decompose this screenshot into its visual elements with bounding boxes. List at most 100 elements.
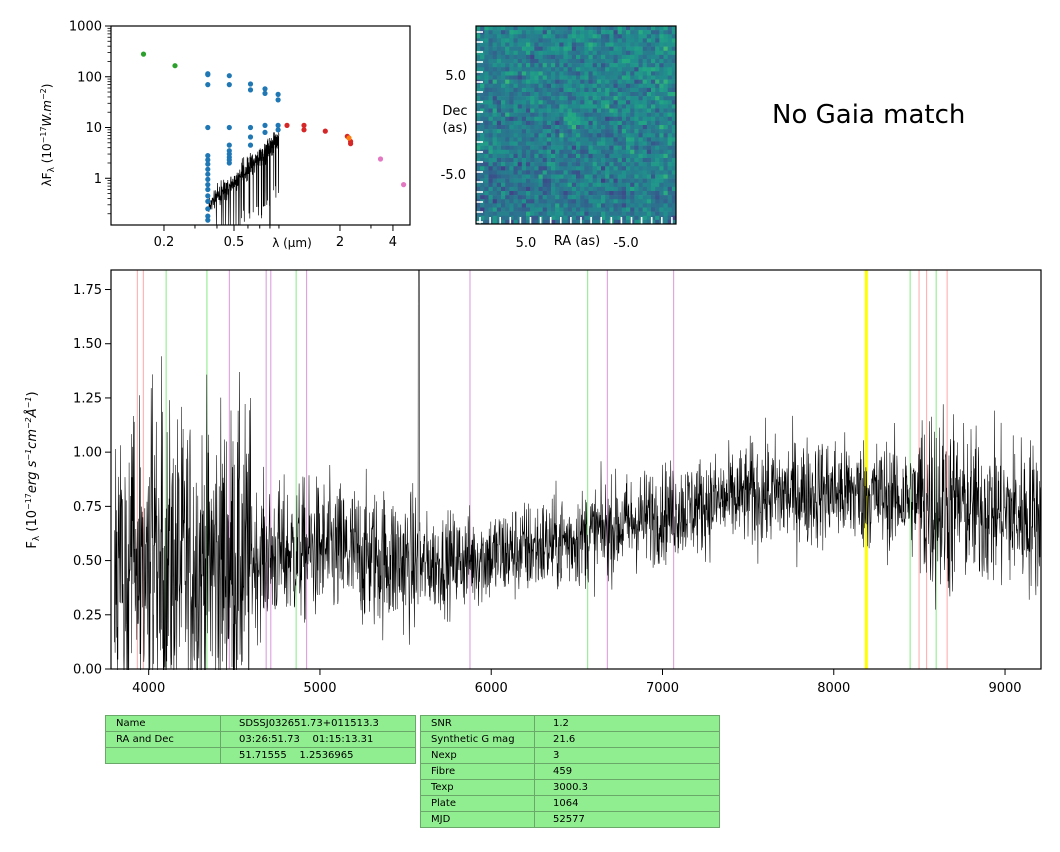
cutout-pixel [605, 158, 610, 163]
cutout-pixel [596, 219, 602, 225]
cutout-pixel [517, 50, 523, 56]
cutout-pixel [592, 96, 598, 101]
cutout-pixel [638, 116, 643, 122]
cutout-pixel [638, 92, 643, 97]
cutout-pixel [559, 174, 564, 179]
cutout-pixel [484, 153, 489, 159]
cutout-pixel [659, 199, 664, 204]
cutout-pixel [613, 30, 618, 35]
cutout-pixel [655, 211, 660, 217]
cutout-pixel [551, 215, 556, 221]
cutout-pixel [605, 71, 610, 76]
cutout-pixel [534, 108, 539, 113]
cutout-pixel [667, 199, 673, 204]
cutout-pixel [646, 178, 652, 184]
cutout-pixel [592, 129, 598, 134]
cutout-pixel [667, 219, 673, 225]
cutout-pixel [488, 211, 493, 217]
cutout-pixel [488, 186, 493, 192]
cutout-pixel [621, 133, 627, 138]
cutout-pixel [567, 145, 573, 151]
cutout-pixel [571, 50, 577, 56]
cutout-pixel [605, 137, 610, 142]
cutout-pixel [555, 104, 560, 109]
cutout-pixel [646, 133, 652, 138]
cutout-pixel [571, 112, 577, 118]
cutout-pixel [596, 162, 602, 167]
cutout-pixel [667, 191, 673, 196]
cutout-pixel [638, 108, 643, 113]
cutout-pixel [638, 104, 643, 109]
cutout-pixel [538, 145, 543, 151]
cutout-pixel [626, 63, 631, 68]
cutout-pixel [484, 120, 489, 126]
cutout-pixel [480, 191, 485, 196]
cutout-pixel [642, 158, 648, 163]
cutout-pixel [530, 83, 535, 89]
cutout-pixel [534, 54, 539, 60]
cutout-pixel [551, 96, 556, 101]
cutout-pixel [613, 215, 618, 221]
cutout-pixel [592, 166, 598, 171]
cutout-pixel [476, 26, 481, 31]
cutout-pixel [663, 211, 668, 217]
cutout-pixel [613, 54, 618, 60]
cutout-pixel [601, 170, 606, 175]
cutout-pixel [521, 186, 527, 192]
cutout-pixel [492, 211, 498, 217]
table-row: Name SDSSJ032651.73+011513.3 [105, 715, 416, 732]
cutout-pixel [613, 120, 618, 126]
cutout-pixel [530, 153, 535, 159]
cutout-pixel [596, 166, 602, 171]
cutout-pixel [505, 67, 510, 72]
cutout-pixel [501, 158, 506, 163]
cutout-pixel [513, 133, 518, 138]
cutout-pixel [542, 30, 548, 35]
cutout-pixel [621, 203, 627, 208]
cutout-pixel [513, 46, 518, 52]
cutout-pixel [551, 75, 556, 80]
cutout-pixel [505, 112, 510, 118]
cutout-pixel [634, 42, 639, 47]
cutout-pixel [638, 34, 643, 39]
cutout-pixel [592, 63, 598, 68]
cutout-pixel [580, 149, 585, 155]
cutout-pixel [605, 120, 610, 126]
cutout-pixel [555, 71, 560, 76]
cutout-pixel [588, 174, 593, 179]
cutout-pixel [567, 63, 573, 68]
cutout-pixel [609, 158, 614, 163]
cutout-pixel [642, 133, 648, 138]
table-row: Fibre 459 [420, 763, 720, 780]
cutout-pixel [488, 26, 493, 31]
cutout-pixel [655, 182, 660, 188]
cutout-pixel [601, 34, 606, 39]
cutout-pixel [484, 46, 489, 52]
cutout-pixel [601, 199, 606, 204]
cutout-pixel [601, 75, 606, 80]
cutout-pixel [492, 54, 498, 60]
cutout-pixel [626, 133, 631, 138]
cutout-pixel [580, 30, 585, 35]
cutout-pixel [642, 26, 648, 31]
cutout-pixel [559, 207, 564, 212]
cutout-pixel [488, 104, 493, 109]
cutout-pixel [492, 116, 498, 122]
cutout-pixel [584, 182, 589, 188]
cutout-pixel [488, 96, 493, 101]
cutout-pixel [655, 203, 660, 208]
cutout-pixel [659, 195, 664, 200]
cutout-pixel [642, 125, 648, 130]
cutout-pixel [605, 87, 610, 93]
cutout-pixel [501, 219, 506, 225]
cutout-pixel [646, 141, 652, 146]
cutout-pixel [584, 116, 589, 122]
cutout-pixel [638, 54, 643, 60]
cutout-pixel [663, 92, 668, 97]
cutout-pixel [505, 129, 510, 134]
sed-point [226, 82, 232, 88]
cutout-pixel [534, 166, 539, 171]
cutout-pixel [501, 92, 506, 97]
cutout-pixel [655, 191, 660, 196]
cutout-pixel [588, 129, 593, 134]
